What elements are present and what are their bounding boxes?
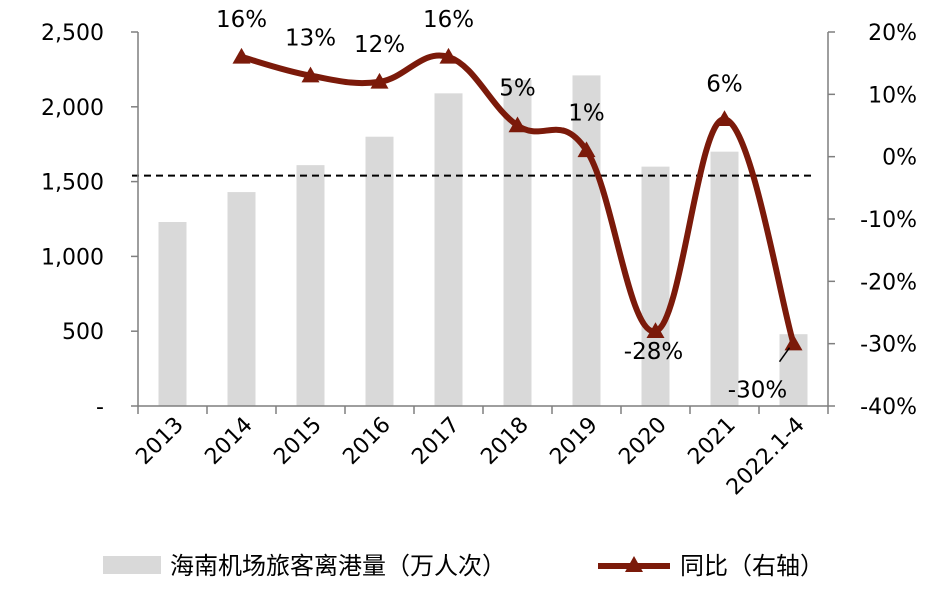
yoy-marker-2016 [370, 72, 389, 89]
yoy-marker-2021 [715, 110, 734, 127]
right-tick-label: 0% [882, 146, 917, 171]
label-leader-line [778, 347, 791, 363]
yoy-marker-2015 [301, 66, 320, 83]
bar-2020 [641, 166, 670, 406]
x-tick-label: 2014 [200, 413, 257, 470]
yoy-data-label: 16% [216, 7, 267, 33]
yoy-data-label: 1% [568, 100, 605, 126]
yoy-data-label: 5% [499, 76, 536, 102]
right-tick-label: -40% [860, 395, 917, 420]
yoy-data-label: 13% [285, 26, 336, 52]
left-tick-label: 2,500 [41, 21, 104, 46]
x-tick-label: 2018 [476, 413, 533, 470]
yoy-markers [232, 47, 803, 351]
yoy-marker-2017 [439, 47, 458, 64]
bar-series [158, 75, 808, 406]
yoy-data-label: 6% [706, 71, 743, 97]
bar-2013 [158, 221, 187, 406]
bar-2014 [227, 192, 256, 406]
yoy-marker-2020 [646, 322, 665, 338]
right-tick-label: -30% [860, 333, 917, 358]
bar-2019 [572, 75, 601, 406]
x-axis-tick-labels: 2013 2014 2015 2016 2017 2018 2019 2020 20212022… [131, 413, 809, 501]
bar-2016 [365, 136, 394, 406]
legend-bar-swatch [103, 556, 161, 574]
yoy-data-label: 12% [354, 32, 405, 58]
x-tick-label: 2019 [545, 413, 602, 470]
x-tick-label: 2021 [683, 413, 740, 470]
right-tick-label: -10% [860, 208, 917, 233]
yoy-data-label: -30% [728, 378, 787, 404]
right-tick-label: -20% [860, 270, 917, 295]
bar-2015 [296, 165, 325, 406]
bar-2018 [503, 79, 532, 406]
left-tick-label: 1,000 [41, 245, 104, 270]
legend-bar-label: 海南机场旅客离港量（万人次） [170, 552, 506, 580]
yoy-data-labels: 16% 13% 12% 16% 5% 1% -28% 6% -30% [216, 7, 791, 404]
right-tick-label: 20% [868, 21, 917, 46]
bar-2017 [434, 93, 463, 406]
yoy-data-label: 16% [423, 7, 474, 33]
yoy-marker-2019 [577, 141, 596, 158]
yoy-data-label: -28% [624, 339, 683, 365]
left-axis-tick-labels: - 500 1,000 1,500 2,000 2,500 [41, 21, 104, 420]
yoy-marker-2018 [508, 116, 527, 133]
legend: 海南机场旅客离港量（万人次） 同比（右轴） [103, 552, 824, 580]
right-tick-label: 10% [868, 83, 917, 108]
x-tick-label: 2013 [131, 413, 188, 470]
x-tick-label: 2017 [407, 413, 464, 470]
legend-line-marker [625, 556, 643, 572]
x-tick-label: 2020 [614, 413, 671, 470]
left-tick-label: - [96, 395, 104, 420]
left-tick-label: 2,000 [41, 96, 104, 121]
axes [131, 31, 835, 414]
legend-line-label: 同比（右轴） [680, 552, 824, 580]
yoy-marker-2014 [232, 47, 251, 64]
right-axis-tick-labels: -40% -30% -20% -10% 0% 10% 20% [860, 21, 917, 420]
x-tick-label: 2015 [269, 413, 326, 470]
left-tick-label: 1,500 [41, 171, 104, 196]
bar-2021 [710, 151, 739, 406]
yoy-marker-2022.1-4 [784, 334, 803, 351]
x-tick-label: 2016 [338, 413, 395, 470]
left-tick-label: 500 [62, 320, 104, 345]
